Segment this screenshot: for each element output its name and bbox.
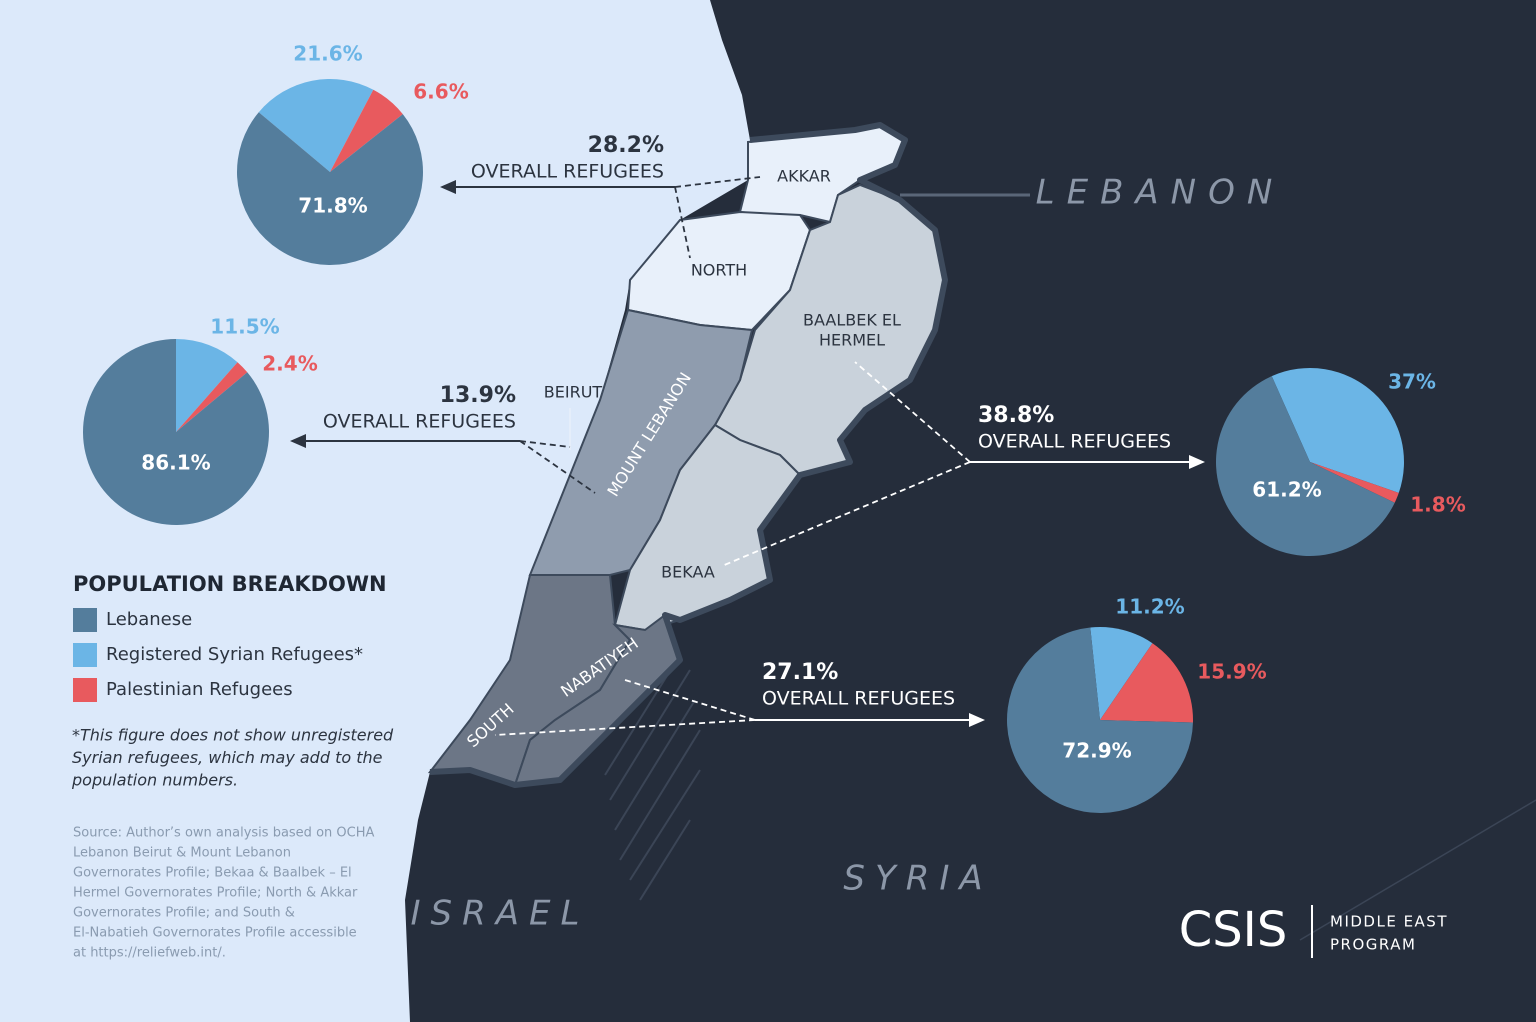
leader-line <box>624 679 756 721</box>
hatch <box>604 654 701 901</box>
region-label: BEKAA <box>661 563 715 582</box>
annotation-value: 28.2% <box>588 133 664 158</box>
value-label: 2.4% <box>262 352 317 376</box>
value-label: 21.6% <box>293 42 362 66</box>
arrow-head <box>1189 455 1205 469</box>
region-label: BAALBEK EL <box>803 311 901 330</box>
region-label: BEIRUT <box>544 383 603 402</box>
legend-label: Palestinian Refugees <box>106 679 293 700</box>
source: Governorates Profile; Bekaa & Baalbek – … <box>73 866 352 881</box>
legend-swatch <box>73 608 97 632</box>
region-label: AKKAR <box>777 167 831 186</box>
note: population numbers. <box>71 771 238 790</box>
pie-slice <box>83 339 270 525</box>
leader-line <box>854 361 971 463</box>
source: Source: Author’s own analysis based on O… <box>73 826 374 841</box>
pie-slice <box>1100 643 1193 723</box>
legend-label: Registered Syrian Refugees* <box>106 644 363 665</box>
annotation-value: 27.1% <box>762 660 838 685</box>
pie-slice <box>330 89 403 172</box>
annotation-label: OVERALL REFUGEES <box>323 411 516 433</box>
legend-swatch <box>73 643 97 667</box>
arrow-head <box>440 180 456 194</box>
legend-title: POPULATION BREAKDOWN <box>73 572 387 596</box>
arrow-head <box>969 713 985 727</box>
value-label: 11.2% <box>1115 595 1184 619</box>
leader-line <box>721 461 971 567</box>
leader-line <box>674 186 691 259</box>
pie-slice <box>1215 376 1395 557</box>
value-label: 86.1% <box>141 451 210 475</box>
value-label: 1.8% <box>1410 493 1465 517</box>
arrow-head <box>290 434 306 448</box>
value-label: 61.2% <box>1252 478 1321 502</box>
note: Syrian refugees, which may add to the <box>72 748 383 767</box>
pie-slice <box>1271 368 1404 493</box>
country-label: ISRAEL <box>411 894 590 934</box>
border-line <box>1299 799 1536 941</box>
value-label: 37% <box>1388 370 1436 394</box>
leader-line <box>519 440 571 448</box>
leader-line <box>494 719 756 736</box>
value-label: 72.9% <box>1062 739 1131 763</box>
source: at https://reliefweb.int/. <box>73 946 226 961</box>
value-label: 11.5% <box>210 315 279 339</box>
pie-slice <box>176 339 238 432</box>
region-label: HERMEL <box>819 331 885 350</box>
regions <box>427 123 947 787</box>
logo-program: MIDDLE EAST <box>1330 913 1448 931</box>
annotation-label: OVERALL REFUGEES <box>471 161 664 183</box>
annotation-label: OVERALL REFUGEES <box>978 431 1171 453</box>
annotation-value: 38.8% <box>978 403 1054 428</box>
source: Hermel Governorates Profile; North & Akk… <box>73 886 358 901</box>
country-label: LEBANON <box>1036 173 1285 213</box>
pie-slice <box>176 362 248 432</box>
legend-swatch <box>73 678 97 702</box>
pie-slice <box>1090 627 1153 720</box>
logo-program: PROGRAM <box>1330 936 1416 954</box>
logo-name: CSIS <box>1179 902 1288 958</box>
source: El-Nabatieh Governorates Profile accessi… <box>73 926 357 941</box>
pie-slice <box>236 112 423 265</box>
pie-slice <box>1310 462 1399 503</box>
source: Lebanon Beirut & Mount Lebanon <box>73 846 291 861</box>
country-label: SYRIA <box>843 859 992 899</box>
annotation-label: OVERALL REFUGEES <box>762 688 955 710</box>
note: *This figure does not show unregistered <box>72 726 394 745</box>
region-label: NORTH <box>691 261 747 280</box>
border <box>429 122 948 788</box>
value-label: 71.8% <box>298 194 367 218</box>
annotation-value: 13.9% <box>440 383 516 408</box>
leader-line <box>519 440 596 494</box>
legend-label: Lebanese <box>106 609 192 630</box>
leader-line <box>674 176 761 188</box>
pie-slice <box>1007 627 1193 813</box>
pie-slice <box>258 78 374 172</box>
source: Governorates Profile; and South & <box>73 906 295 921</box>
value-label: 6.6% <box>413 80 468 104</box>
value-label: 15.9% <box>1197 660 1266 684</box>
